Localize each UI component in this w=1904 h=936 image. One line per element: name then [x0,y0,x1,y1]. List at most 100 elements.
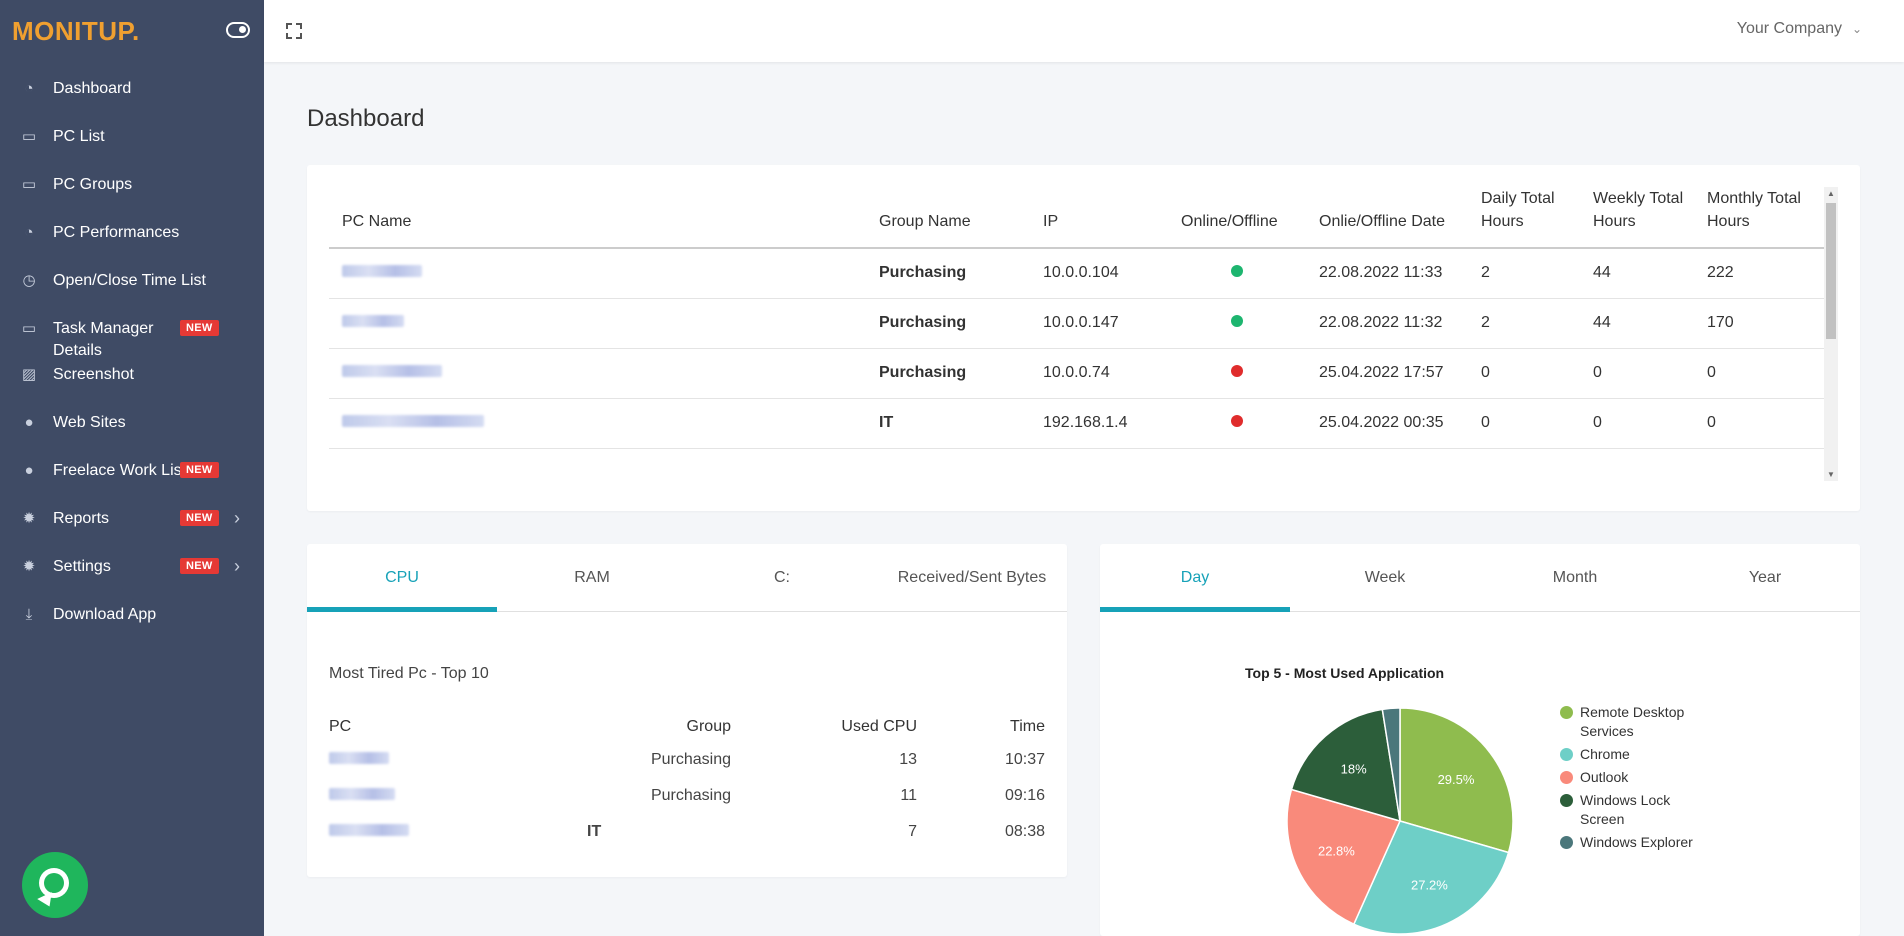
table-row[interactable]: Purchasing 10.0.0.104 22.08.2022 11:33 2 44 2… [329,248,1824,299]
legend-item[interactable]: Outlook [1560,768,1720,787]
chevron-right-icon[interactable]: › [234,556,240,576]
pc-name-cell[interactable] [329,398,879,449]
daily-hours-cell: 2 [1481,298,1593,349]
column-header[interactable]: PC [329,718,352,735]
tab-month[interactable]: Month [1552,569,1598,586]
pie-slice-windows-explorer[interactable] [1381,707,1401,822]
sidebar-item-label: Web Sites [53,414,126,431]
sidebar-item-dashboard[interactable]: ◔ Dashboard [0,78,264,100]
table-row[interactable]: Purchasing 11 09:16 [329,778,1045,814]
column-header[interactable]: Daily Total Hours [1481,187,1593,249]
legend-item[interactable]: Remote Desktop Services [1560,703,1720,741]
sidebar-item-label: Task Manager Details [53,320,154,359]
group-cell: Purchasing [650,787,731,804]
redacted-pc-name [342,365,442,377]
scroll-down-icon[interactable]: ▼ [1827,470,1835,479]
pc-name-cell[interactable] [329,348,879,399]
sidebar-item-download-app[interactable]: ⤓ Download App [0,604,264,626]
time-cell: 09:16 [1004,787,1045,804]
pie-slice-outlook[interactable] [1286,788,1402,926]
legend-item[interactable]: Windows Explorer [1560,833,1720,852]
company-selector[interactable]: Your Company [1736,20,1842,37]
sidebar-item-pc-performances[interactable]: ◔ PC Performances [0,222,264,244]
column-header[interactable]: Used CPU [841,718,917,735]
tab-week[interactable]: Week [1364,569,1406,586]
offline-status-dot [1231,415,1243,427]
pie-slice-chrome[interactable] [1352,820,1510,935]
date-cell: 22.08.2022 11:32 [1319,298,1481,349]
weekly-hours-cell: 0 [1593,398,1707,449]
column-header[interactable]: Onlie/Offline Date [1319,187,1481,249]
sidebar-item-pc-list[interactable]: ▭ PC List [0,126,264,148]
weekly-hours-cell: 44 [1593,298,1707,349]
column-header[interactable]: Monthly Total Hours [1707,187,1824,249]
table-row[interactable]: Purchasing 13 10:37 [329,742,1045,778]
pie-data-label: 29.5% [1438,772,1475,787]
table-row[interactable]: IT 7 08:38 [329,814,1045,850]
performance-title: Most Tired Pc - Top 10 [329,665,489,682]
sidebar-item-freelace-work-list[interactable]: ● Freelace Work List NEW [0,460,264,482]
column-header[interactable]: Group Name [879,187,1043,249]
status-cell [1181,298,1319,349]
new-badge: NEW [180,510,219,526]
sidebar-item-label: PC Groups [53,176,133,193]
chevron-down-icon[interactable]: ⌄ [1851,22,1862,36]
pc-name-cell[interactable] [329,298,879,349]
pie-data-label: 22.8% [1318,843,1355,858]
pie-slice-windows-lock-screen[interactable] [1290,708,1401,823]
sidebar-item-task-manager-details[interactable]: ▭ Task Manager Details NEW [0,318,264,362]
pie-slice-remote-desktop-services[interactable] [1399,707,1514,854]
pc-name-cell[interactable] [329,814,559,850]
logo[interactable]: MONITUP. [12,15,140,46]
sidebar-toggle-icon[interactable] [226,22,250,38]
sidebar-item-web-sites[interactable]: ● Web Sites [0,412,264,434]
table-row[interactable]: Purchasing 10.0.0.74 25.04.2022 17:57 0 0 0 [329,348,1824,399]
monthly-hours-cell: 170 [1707,298,1824,349]
column-header[interactable]: Online/Offline [1181,187,1319,249]
scroll-up-icon[interactable]: ▲ [1827,189,1835,198]
date-cell: 22.08.2022 11:33 [1319,248,1481,299]
pie-data-label: 27.2% [1411,878,1448,893]
table-row[interactable]: Purchasing 10.0.0.147 22.08.2022 11:32 2 44 1… [329,298,1824,349]
tab-c[interactable]: C: [774,569,790,586]
tab-cpu[interactable]: CPU [307,544,497,612]
tab-year[interactable]: Year [1748,569,1782,586]
pc-table-scrollbar[interactable]: ▲ ▼ [1824,187,1838,481]
legend-item[interactable]: Windows Lock Screen [1560,791,1720,829]
weekly-hours-cell: 44 [1593,248,1707,299]
column-header[interactable]: Group [686,718,731,735]
redacted-pc-name [329,788,395,800]
table-row[interactable]: IT 192.168.1.4 25.04.2022 00:35 0 0 0 [329,398,1824,449]
sidebar-item-reports[interactable]: ✹ Reports NEW › [0,508,264,530]
sidebar-item-screenshot[interactable]: ▨ Screenshot [0,364,264,386]
legend-item[interactable]: Chrome [1560,745,1720,764]
speedometer-icon: ◔ [24,80,34,97]
column-header[interactable]: PC Name [329,187,879,249]
column-header[interactable]: Time [1010,718,1045,735]
pc-name-cell[interactable] [329,248,879,299]
fullscreen-icon[interactable] [286,23,302,39]
sidebar-item-pc-groups[interactable]: ▭ PC Groups [0,174,264,196]
pc-name-cell[interactable] [329,778,559,814]
legend-swatch [1560,771,1573,784]
pc-name-cell[interactable] [329,742,559,778]
pie-data-label: 18% [1341,761,1367,776]
legend-label: Chrome [1580,746,1630,762]
chat-button[interactable] [22,852,88,918]
daily-hours-cell: 0 [1481,348,1593,399]
sidebar-item-settings[interactable]: ✹ Settings NEW › [0,556,264,578]
legend-label: Windows Lock Screen [1580,792,1671,827]
sidebar-item-open-close-time-list[interactable]: ◷ Open/Close Time List [0,270,264,292]
logo-bar: MONITUP. [0,0,264,62]
tab-ram[interactable]: RAM [574,569,610,586]
daily-hours-cell: 2 [1481,248,1593,299]
date-cell: 25.04.2022 17:57 [1319,348,1481,399]
column-header[interactable]: Weekly Total Hours [1593,187,1707,249]
legend-swatch [1560,794,1573,807]
redacted-pc-name [329,824,409,836]
tab-day[interactable]: Day [1100,544,1290,612]
scroll-thumb[interactable] [1826,203,1836,339]
column-header[interactable]: IP [1043,187,1181,249]
chevron-right-icon[interactable]: › [234,508,240,528]
tab-received-sent-bytes[interactable]: Received/Sent Bytes [897,569,1047,586]
